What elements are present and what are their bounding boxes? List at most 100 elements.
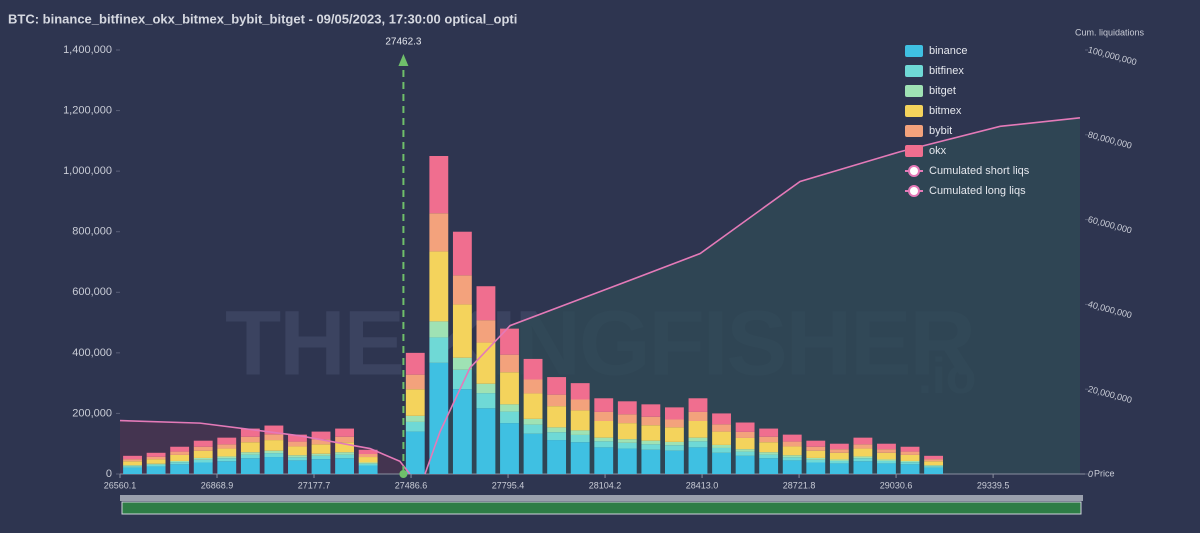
bar-segment [288,434,307,442]
bar-segment [641,444,661,450]
legend-label[interactable]: Cumulated short liqs [929,165,1030,177]
bar-segment [594,447,614,474]
bar-segment [617,439,637,443]
bar-segment [617,448,637,474]
bar-segment [806,457,826,460]
bar-segment [924,459,944,462]
bar-segment [570,383,590,400]
bar-segment [924,465,944,467]
x-tick-label: 28104.2 [589,480,622,490]
bar-segment [523,393,543,419]
bar-segment [405,431,425,474]
y-tick-label: 1,000,000 [63,165,112,177]
bar-segment [594,411,614,421]
bar-segment [924,455,944,460]
bar-segment [594,437,614,442]
bar-segment [311,453,331,456]
bar-segment [829,452,849,460]
bar-segment [429,213,449,252]
legend-label[interactable]: bitget [929,85,956,97]
bar-segment [900,454,920,461]
bar-segment [924,461,944,466]
bar-segment [405,352,425,375]
bar-segment [806,462,826,474]
y-tick-label: 0 [106,468,112,480]
legend-swatch [905,65,923,77]
bar-segment [877,460,896,464]
bar-segment [829,449,849,453]
legend-label[interactable]: Cumulated long liqs [929,185,1026,197]
bar-segment [523,433,543,474]
legend-label[interactable]: bitmex [929,105,962,117]
bar-segment [547,440,567,474]
bar-segment [877,452,896,460]
bar-segment [146,459,166,464]
bar-segment [123,465,142,467]
bar-segment [759,428,779,437]
bar-segment [240,454,260,459]
bar-segment [570,399,590,411]
bar-segment [641,449,661,474]
bar-segment [358,454,378,458]
legend-marker [908,185,920,197]
bar-segment [547,377,567,395]
bar-segment [853,461,873,474]
bar-segment [735,451,755,456]
bar-segment [500,423,519,474]
legend-label[interactable]: bitfinex [929,65,964,77]
bar-segment [193,450,213,458]
bar-segment [170,464,190,474]
bar-segment [617,442,637,449]
bar-segment [782,434,802,442]
legend-label[interactable]: binance [929,45,968,57]
x-tick-label: 27795.4 [492,480,525,490]
bar-segment [523,358,543,380]
y2-tick-label: 100,000,000 [1087,45,1138,68]
bar-segment [806,446,826,451]
navigator-window[interactable] [121,501,1082,515]
bar-segment [217,458,237,462]
y-tick-label: 800,000 [72,226,112,238]
cum-line [424,117,1081,475]
bar-segment [664,427,684,442]
bar-segment [335,458,355,474]
bar-segment [288,460,307,474]
x-tick-label: 29339.5 [977,480,1010,490]
bar-segment [782,446,802,456]
bar-segment [664,445,684,451]
bar-segment [782,441,802,447]
bar-segment [759,442,779,453]
bar-segment [452,369,472,390]
bar-segment [405,421,425,432]
bar-segment [877,449,896,453]
navigator-track [120,495,1083,501]
bar-segment [452,275,472,305]
bar-segment [311,459,331,474]
bar-segment [240,452,260,455]
y2-axis-label: Cum. liquidations [1075,27,1145,37]
x-tick-label: 26868.9 [201,480,234,490]
bar-segment [123,455,142,460]
bar-segment [500,411,519,424]
bar-segment [617,401,637,415]
bar-segment [641,425,661,441]
y2-tick-label: 40,000,000 [1087,299,1133,320]
bar-segment [240,436,260,443]
y-tick-label: 600,000 [72,286,112,298]
legend-label[interactable]: okx [929,145,947,157]
bar-segment [712,431,731,445]
legend-swatch [905,105,923,117]
bar-segment [782,455,802,458]
price-label: 27462.3 [385,37,422,48]
bar-segment [217,448,237,457]
bar-segment [900,462,920,465]
bar-segment [170,460,190,463]
bar-segment [405,415,425,422]
bar-segment [735,422,755,432]
legend-label[interactable]: bybit [929,125,952,137]
bar-segment [759,454,779,459]
bar-segment [806,450,826,458]
bar-segment [523,418,543,425]
bar-segment [146,464,166,467]
